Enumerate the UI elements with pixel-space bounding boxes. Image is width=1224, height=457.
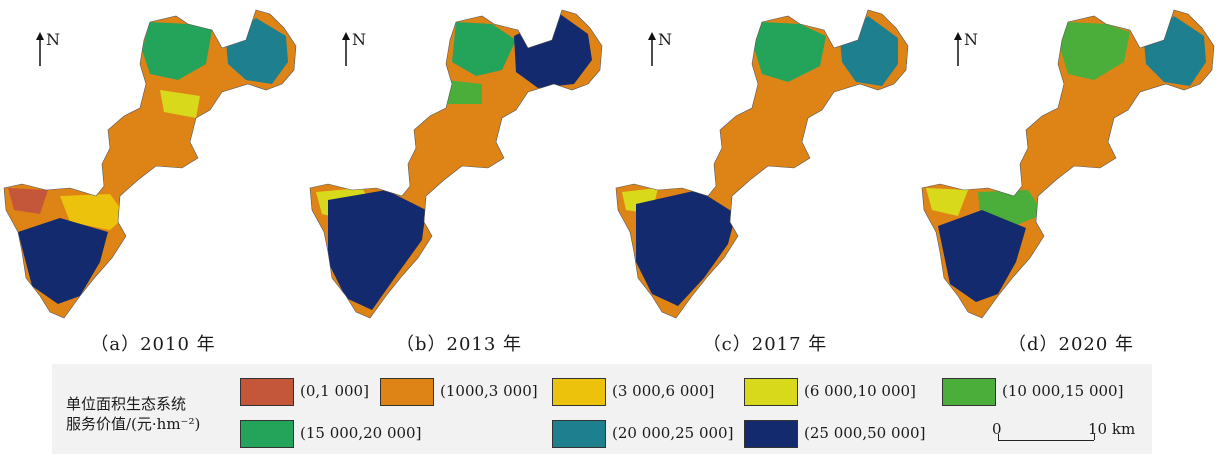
scale-tick [1094, 434, 1095, 440]
region-map [921, 9, 1215, 319]
value-zone [452, 22, 516, 76]
map-panel-2017: N [612, 0, 918, 330]
legend-label: (10 000,15 000] [1002, 382, 1124, 400]
value-zone [926, 188, 968, 216]
legend-label: (20 000,25 000] [612, 424, 734, 442]
legend-swatch [240, 378, 294, 406]
north-label: N [352, 30, 366, 49]
north-arrow: N [34, 30, 74, 70]
legend: 单位面积生态系统 服务价值/(元·hm⁻²) (0,1 000] (1000,3… [52, 364, 1152, 454]
legend-swatch [744, 420, 798, 448]
value-zone [328, 190, 426, 310]
map-panel-2020: N [918, 0, 1224, 330]
north-arrow-icon [954, 32, 962, 66]
legend-swatch [552, 378, 606, 406]
legend-label: (6 000,10 000] [804, 382, 916, 400]
legend-swatch [744, 378, 798, 406]
region-map [3, 9, 297, 319]
scale-line [998, 440, 1094, 441]
value-zone [1022, 112, 1114, 176]
map-panel-2010: N [0, 0, 306, 330]
north-arrow: N [952, 30, 992, 70]
legend-label: (3 000,6 000] [612, 382, 715, 400]
value-zone [938, 210, 1026, 302]
legend-label: (1000,3 000] [440, 382, 538, 400]
value-zone [754, 22, 826, 82]
value-zone [18, 218, 108, 304]
legend-title: 单位面积生态系统 服务价值/(元·hm⁻²) [66, 394, 200, 434]
north-arrow: N [340, 30, 380, 70]
region-outline [615, 9, 909, 319]
region-outline [3, 9, 297, 319]
legend-label: (15 000,20 000] [300, 424, 422, 442]
value-zone [142, 22, 212, 80]
scale-bar: 0 10 km [992, 420, 1152, 450]
map-caption-2013: （b）2013 年 [395, 334, 523, 355]
value-zone [410, 110, 502, 176]
legend-swatch [552, 420, 606, 448]
map-caption-2020: （d）2020 年 [1007, 334, 1135, 355]
north-arrow-icon [342, 32, 350, 66]
value-zone [8, 188, 48, 214]
scale-tick [998, 434, 999, 440]
legend-label: (0,1 000] [300, 382, 369, 400]
value-zone [160, 90, 200, 118]
region-outline [921, 9, 1215, 319]
value-zone [60, 194, 126, 230]
scale-start-label: 0 [992, 420, 1002, 438]
map-panel-2013: N [306, 0, 612, 330]
map-fill [4, 10, 296, 318]
map-fill [922, 10, 1214, 318]
north-arrow-icon [648, 32, 656, 66]
legend-title-line1: 单位面积生态系统 [66, 395, 187, 413]
legend-swatch [942, 378, 996, 406]
scale-end-label: 10 km [1088, 420, 1136, 438]
north-label: N [964, 30, 978, 49]
north-arrow-icon [36, 32, 44, 66]
region-map [615, 9, 909, 319]
value-zone [104, 112, 196, 176]
map-caption-2010: （a）2010 年 [90, 334, 216, 355]
north-label: N [658, 30, 672, 49]
legend-title-line2: 服务价值/(元·hm⁻²) [66, 415, 201, 433]
value-zone [636, 190, 736, 306]
region-outline [309, 9, 603, 319]
value-zone [1060, 22, 1130, 80]
legend-label: (25 000,50 000] [804, 424, 926, 442]
north-label: N [46, 30, 60, 49]
region-map [309, 9, 603, 319]
map-caption-2017: （c）2017 年 [702, 334, 828, 355]
map-fill [310, 10, 602, 318]
value-zone [446, 80, 482, 104]
legend-swatch [240, 420, 294, 448]
legend-swatch [380, 378, 434, 406]
north-arrow: N [646, 30, 686, 70]
